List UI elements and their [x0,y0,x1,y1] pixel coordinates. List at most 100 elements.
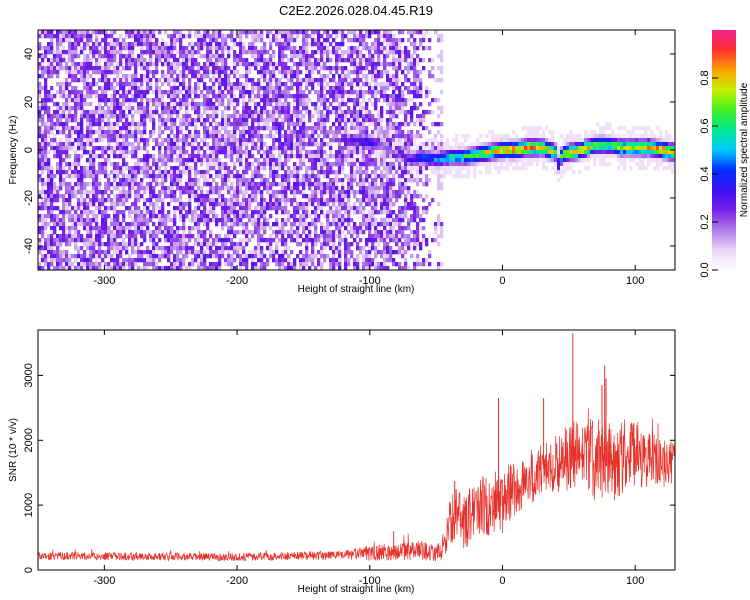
spectrogram-cell [194,130,198,135]
spectrogram-cell [233,210,237,215]
spectrogram-cell [74,182,78,187]
spectrogram-cell [224,182,228,187]
spectrogram-cell [341,30,345,35]
spectrogram-cell [218,202,222,207]
spectrogram-cell [44,34,48,39]
spectrogram-cell [74,226,78,231]
spectrogram-cell [143,122,147,127]
spectrogram-cell [143,186,147,191]
spectrogram-cell [329,262,333,267]
spectrogram-cell [266,206,270,211]
spectrogram-cell [218,186,222,191]
spectrogram-cell [308,114,312,119]
spectrogram-cell [332,66,336,71]
spectrogram-cell [239,254,243,259]
spectrogram-cell [248,178,252,183]
spectrogram-cell [191,178,195,183]
spectrogram-cell [239,242,243,247]
spectrogram-cell [245,166,249,171]
spectrogram-cell [296,110,300,115]
spectrogram-cell [173,38,177,43]
spectrogram-cell [110,170,114,175]
spectrogram-cell [185,158,189,163]
spectrogram-cell [329,222,333,227]
spectrogram-cell [215,142,219,147]
spectrogram-cell [176,250,180,255]
spectrogram-cell [56,194,60,199]
spectrogram-cell [224,198,228,203]
spectrogram-cell [344,78,348,83]
spectrogram-cell [197,34,201,39]
spectrogram-cell [38,46,42,51]
spectrogram-cell [203,126,207,131]
spectrogram-cell [341,138,345,143]
spectrogram-cell [269,126,273,131]
spectrogram-cell [236,82,240,87]
spectrogram-cell [374,142,378,147]
spectrogram-cell [176,254,180,259]
spectrogram-cell [377,186,381,191]
spectrogram-cell [230,198,234,203]
spectrogram-cell [338,58,342,63]
spectrogram-cell [326,106,330,111]
spectrogram-cell [329,210,333,215]
spectrogram-cell [50,234,54,239]
spectrogram-cell [131,242,135,247]
spectrogram-cell [122,246,126,251]
spectrogram-cell [176,146,180,151]
spectrogram-cell [113,214,117,219]
spectrogram-cell [197,254,201,259]
spectrogram-cell [272,146,276,151]
spectrogram-cell [77,154,81,159]
spectrogram-cell [131,142,135,147]
spectrogram-cell [380,110,384,115]
spectrogram-cell [347,262,351,267]
spectrogram-cell [113,114,117,119]
spectrogram-cell [221,238,225,243]
spectrogram-cell [68,106,72,111]
spectrogram-cell [77,222,81,227]
spectrogram-cell [149,170,153,175]
spectrogram-cell [341,102,345,107]
spectrogram-cell [128,182,132,187]
spectrogram-cell [371,258,375,263]
spectrogram-cell [92,194,96,199]
spectrogram-cell [173,158,177,163]
spectrogram-cell [110,106,114,111]
spectrogram-cell [290,70,294,75]
spectrogram-cell [233,222,237,227]
spectrogram-cell [281,106,285,111]
spectrogram-cell [221,174,225,179]
spectrogram-cell [254,110,258,115]
spectrogram-cell [290,266,294,270]
spectrogram-cell [218,98,222,103]
spectrogram-cell [185,214,189,219]
spectrogram-cell [326,46,330,51]
spectrogram-cell [350,110,354,115]
spectrogram-cell [287,30,291,35]
spectrogram-cell [125,182,129,187]
spectrogram-cell [260,86,264,91]
spectrogram-cell [206,218,210,223]
spectrogram-cell [260,254,264,259]
spectrogram-cell [98,122,102,127]
spectrogram-cell [281,226,285,231]
spectrogram-cell [374,138,378,143]
spectrogram-cell [293,238,297,243]
spectrogram-cell [215,170,219,175]
spectrogram-cell [260,74,264,79]
spectrogram-cell [65,266,69,270]
spectrogram-cell [92,50,96,55]
spectrogram-cell [242,106,246,111]
spectrogram-cell [329,162,333,167]
spectrogram-cell [173,126,177,131]
spectrogram-cell [128,266,132,270]
spectrogram-cell [218,46,222,51]
spectrogram-cell [362,198,366,203]
spectrogram-cell [119,94,123,99]
spectrogram-cell [122,198,126,203]
spectrogram-cell [374,86,378,91]
spectrogram-cell [140,54,144,59]
spectrogram-cell [275,34,279,39]
spectrogram-cell [68,30,72,35]
